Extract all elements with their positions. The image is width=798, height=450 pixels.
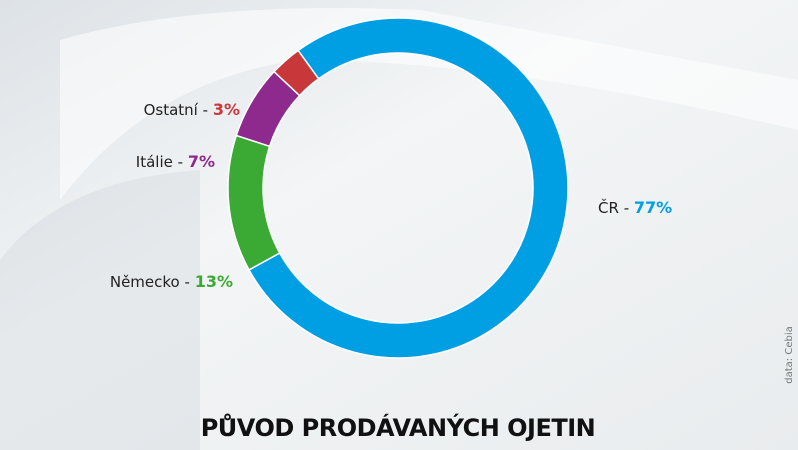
- separator: -: [178, 153, 183, 171]
- segment-label: Německo - 13%: [110, 272, 233, 291]
- chart-title: PŮVOD PRODÁVANÝCH OJETIN: [201, 412, 596, 442]
- donut-segment: [248, 17, 569, 359]
- segment-label: ČR - 77%: [598, 198, 672, 217]
- category-label: Ostatní: [144, 101, 199, 119]
- value-label: 3%: [213, 100, 240, 119]
- background-shape: [60, 8, 798, 200]
- donut-segment: [273, 49, 320, 97]
- separator: -: [624, 199, 629, 217]
- value-label: 7%: [188, 152, 215, 171]
- category-label: Itálie: [136, 153, 173, 171]
- segment-label: Itálie - 7%: [136, 152, 215, 171]
- donut: ČR - 77% Německo - 13% Itálie - 7% Ostatní …: [110, 17, 672, 359]
- category-label: Německo: [110, 273, 180, 291]
- source: data: Cebia: [784, 326, 795, 383]
- separator: -: [185, 273, 190, 291]
- segment-label: Ostatní - 3%: [144, 100, 240, 119]
- value-label: 77%: [634, 198, 672, 217]
- category-label: ČR: [598, 198, 619, 217]
- background-shape: [0, 170, 200, 450]
- value-label: 13%: [195, 272, 233, 291]
- separator: -: [203, 101, 208, 119]
